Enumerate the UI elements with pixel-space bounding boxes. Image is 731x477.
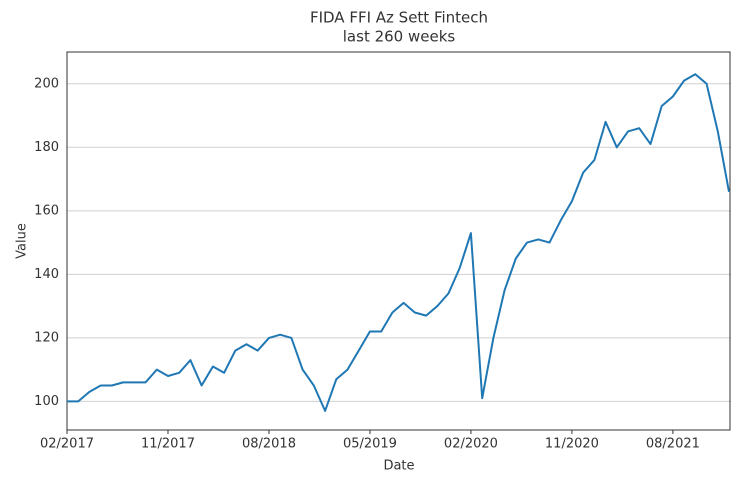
y-tick-label: 200 [34, 76, 59, 91]
x-tick-label: 05/2019 [343, 437, 397, 452]
x-tick-label: 02/2020 [444, 437, 498, 452]
line [67, 73, 730, 412]
chart-title: FIDA FFI Az Sett Fintech [310, 9, 488, 27]
y-tick-label: 100 [34, 394, 59, 409]
y-tick-label: 120 [34, 330, 59, 345]
x-tick-label: 08/2021 [646, 437, 700, 452]
x-tick-label: 02/2017 [40, 437, 94, 452]
x-axis-label: Date [383, 459, 414, 474]
y-axis-label: Value [15, 223, 30, 259]
y-tick-label: 140 [34, 267, 59, 282]
x-tick-label: 11/2017 [141, 437, 195, 452]
y-tick-label: 160 [34, 203, 59, 218]
plot-frame [66, 51, 731, 431]
chart-subtitle: last 260 weeks [343, 28, 456, 46]
x-tick-label: 08/2018 [242, 437, 296, 452]
x-tick-label: 11/2020 [545, 437, 599, 452]
y-tick-label: 180 [34, 140, 59, 155]
